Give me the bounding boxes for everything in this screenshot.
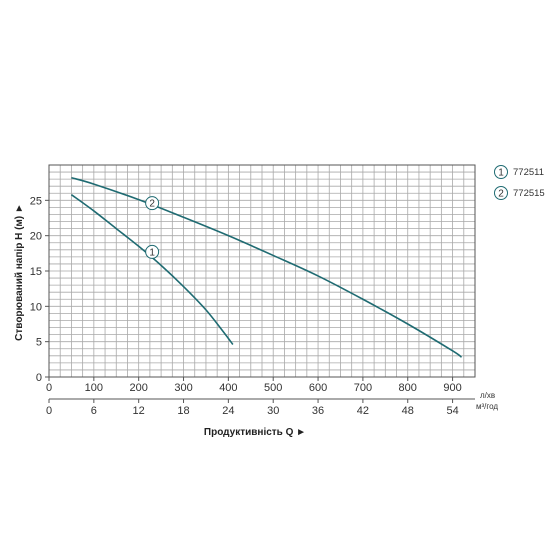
x-tick-label-primary: 900 <box>443 382 461 394</box>
curve-marker-2 <box>145 196 160 211</box>
legend-item-1: 1 772511 <box>494 165 544 179</box>
legend-label-1: 772511 <box>513 167 544 178</box>
x-tick-label-secondary: 6 <box>91 405 97 417</box>
x-tick-label-primary: 700 <box>354 382 372 394</box>
x-tick-label-primary: 400 <box>219 382 237 394</box>
x-unit-secondary: м³/год <box>476 402 498 411</box>
series-line-772511 <box>70 194 234 345</box>
legend-item-2: 2 772515 <box>494 186 545 200</box>
x-tick-label-secondary: 54 <box>446 405 458 417</box>
x-tick-label-secondary: 48 <box>402 405 414 417</box>
x-tick-label-secondary: 0 <box>46 405 52 417</box>
y-tick-label: 15 <box>30 266 42 278</box>
legend-marker-2 <box>494 186 508 200</box>
x-tick-label-primary: 800 <box>399 382 417 394</box>
series-line-772515 <box>71 176 463 358</box>
curve-marker-label-1: 1 <box>149 247 155 258</box>
x-tick-label-secondary: 18 <box>177 405 189 417</box>
x-tick-label-secondary: 42 <box>357 405 369 417</box>
x-tick-label-primary: 500 <box>264 382 282 394</box>
legend-marker-1-label: 1 <box>498 168 504 179</box>
curve-markers: 12 <box>145 196 160 259</box>
axes: 0 5 10 15 20 25 0 100 200 300 400 500 600 700 800 900 0 6… <box>30 164 476 417</box>
curve-marker-label-2: 2 <box>149 199 155 210</box>
x-tick-label-secondary: 24 <box>222 405 234 417</box>
x-tick-label-primary: 100 <box>85 382 103 394</box>
y-tick-label: 0 <box>36 372 42 384</box>
legend: 1 772511 2 772515 <box>494 165 545 200</box>
y-tick-label: 25 <box>30 195 42 207</box>
x-tick-label-secondary: 12 <box>133 405 145 417</box>
x-tick-label-secondary: 30 <box>267 405 279 417</box>
legend-label-2: 772515 <box>513 188 545 199</box>
x-tick-label-primary: 0 <box>46 382 52 394</box>
y-tick-label: 10 <box>30 301 42 313</box>
y-tick-label: 20 <box>30 231 42 243</box>
x-tick-label-primary: 300 <box>174 382 192 394</box>
curve-marker-1 <box>145 244 160 259</box>
grid <box>49 165 475 377</box>
legend-marker-2-label: 2 <box>498 189 504 200</box>
x-axis-title: Продуктивність Q ► <box>204 427 306 438</box>
x-tick-label-secondary: 36 <box>312 405 324 417</box>
y-axis-title: Створюваний напір H (м) ► <box>14 203 25 341</box>
curves <box>70 176 463 358</box>
x-tick-label-primary: 200 <box>130 382 148 394</box>
x-unit-primary: л/хв <box>480 391 495 400</box>
x-tick-label-primary: 600 <box>309 382 327 394</box>
legend-marker-1 <box>494 165 508 179</box>
y-tick-label: 5 <box>36 337 42 349</box>
